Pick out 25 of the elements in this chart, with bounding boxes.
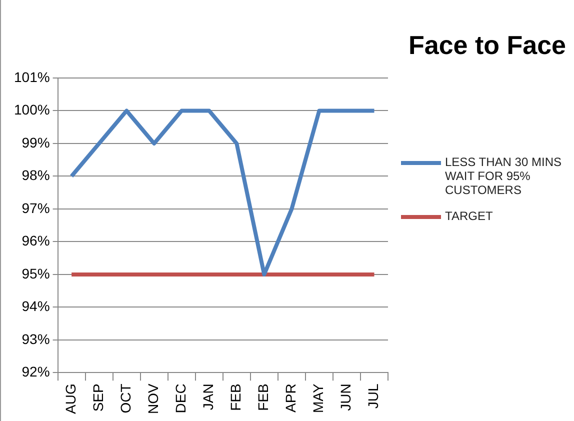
y-tick-label: 95%: [22, 265, 50, 282]
y-tick-label: 101%: [14, 68, 50, 85]
x-tick-label: OCT: [117, 383, 134, 414]
y-tick-label: 99%: [22, 134, 50, 150]
x-tick-label: APR: [282, 384, 299, 412]
y-tick-label: 92%: [22, 364, 50, 380]
x-tick-label: AUG: [62, 384, 78, 414]
y-tick-label: 97%: [22, 200, 50, 216]
y-tick-label: 98%: [22, 167, 50, 184]
y-tick-label: 94%: [22, 298, 50, 314]
x-tick-label: JUN: [338, 384, 354, 411]
x-tick-label: MAY: [310, 383, 326, 413]
text: Face to Face: [408, 30, 566, 61]
legend-label: TARGET: [445, 209, 493, 223]
x-tick-label: SEP: [90, 384, 106, 412]
x-tick-label: JUL: [365, 383, 382, 409]
x-tick-label: DEC: [172, 384, 188, 414]
x-tick-label: JAN: [200, 384, 216, 410]
x-tick-label: FEB: [255, 384, 272, 411]
legend-label: LESS THAN 30 MINS WAIT FOR 95% CUSTOMERS: [445, 155, 562, 197]
y-tick-label: 96%: [22, 232, 50, 249]
x-tick-label: NOV: [144, 383, 161, 414]
y-tick-label: 93%: [22, 330, 50, 347]
y-tick-label: 100%: [14, 102, 50, 118]
x-tick-label: FEB: [228, 384, 244, 411]
